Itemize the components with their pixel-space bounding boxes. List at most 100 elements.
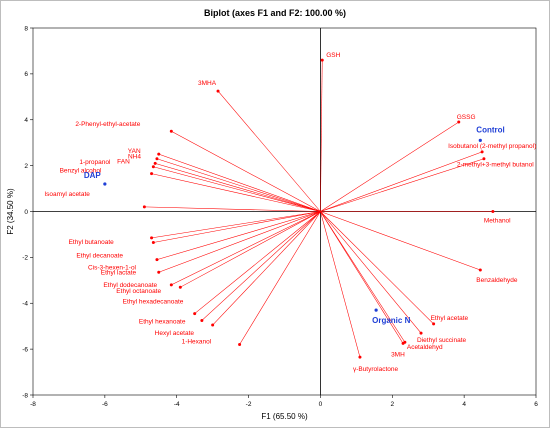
vector-hexyl-acetate <box>212 211 321 326</box>
vector-3mha <box>217 90 321 212</box>
x-tick-label: 2 <box>390 401 394 408</box>
point-1-propanol <box>151 165 155 169</box>
y-tick-label: 2 <box>24 163 28 170</box>
obs-point-organic-n <box>374 308 378 312</box>
vector-butyrolactone <box>320 211 361 358</box>
point-butyrolactone <box>358 355 362 359</box>
obs-label-dap: DAP <box>84 171 102 180</box>
x-tick-label: 4 <box>462 401 466 408</box>
point-hexyl-acetate <box>211 323 215 327</box>
point-ethyl-decanoate <box>151 240 155 244</box>
y-tick-label: -2 <box>22 255 28 262</box>
y-tick-label: 0 <box>24 209 28 216</box>
label-2-methyl-3-methyl-butanol: 2-methyl+3-methyl butanol <box>457 162 534 169</box>
y-tick-label: -8 <box>22 392 28 399</box>
x-tick-label: 0 <box>319 401 323 408</box>
y-axis-label: F2 (34.50 %) <box>6 188 15 235</box>
vector-ethyl-dodecanoate <box>171 211 321 286</box>
vector-ethyl-butanoate <box>151 211 321 239</box>
label-benzaldehyde: Benzaldehyde <box>476 277 518 284</box>
y-tick-label: 4 <box>24 117 28 124</box>
label-ethyl-octanoate: Ethyl octanoate <box>116 288 161 295</box>
obs-label-organic-n: Organic N <box>372 316 410 325</box>
y-tick-label: 8 <box>24 25 28 32</box>
vector-yan <box>158 153 321 212</box>
label-ethyl-decanoate: Ethyl decanoate <box>76 252 123 259</box>
vector-isoamyl-acetate <box>144 206 321 212</box>
label-ethyl-acetate: Ethyl acetate <box>431 315 469 322</box>
vector-fan <box>155 163 321 212</box>
vector-ethyl-hexadecanoate <box>194 211 321 314</box>
vector-ethyl-decanoate <box>153 211 321 243</box>
vector-benzyl-alcohol <box>151 173 321 212</box>
point-benzyl-alcohol <box>150 172 154 176</box>
y-tick-label: -6 <box>22 346 28 353</box>
label-methanol: Methanol <box>484 218 511 225</box>
vector-2-phenyl-ethyl-acetate <box>171 130 321 212</box>
vector-gsh <box>320 60 323 212</box>
point-ethyl-octanoate <box>178 285 182 289</box>
x-tick-label: -4 <box>174 401 180 408</box>
point-ethyl-lactate <box>157 270 161 274</box>
vector-cis-3-hexen-1-ol <box>156 211 321 260</box>
vector-isobutanol-2-methyl-propanol <box>320 151 483 212</box>
vector-ethyl-octanoate <box>180 211 321 288</box>
variable-vectors <box>142 58 495 359</box>
label-ethyl-lactate: Ethyl lactate <box>101 269 137 276</box>
vector-ethyl-lactate <box>158 211 321 273</box>
point-3mh <box>401 341 405 345</box>
label-cis-3-hexen-1-ol: Cis-3-hexen-1-ol <box>88 265 137 272</box>
vector-benzaldehyde <box>320 211 481 271</box>
x-tick-label: -8 <box>30 401 36 408</box>
label-hexyl-acetate: Hexyl acetate <box>155 330 195 337</box>
point-ethyl-hexadecanoate <box>193 312 197 316</box>
obs-label-control: Control <box>476 125 504 134</box>
point-cis-3-hexen-1-ol <box>155 258 159 262</box>
vector-1-propanol <box>153 166 321 212</box>
point-nh4 <box>155 157 159 161</box>
label-ethyl-dodecanoate: Ethyl dodecanoate <box>103 282 157 289</box>
point-ethyl-hexanoate <box>200 318 204 322</box>
label-ethyl-butanoate: Ethyl butanoate <box>69 239 115 246</box>
point-gsh <box>320 58 324 62</box>
point-ethyl-dodecanoate <box>169 283 173 287</box>
x-axis-label: F1 (65.50 %) <box>261 412 308 421</box>
vector-diethyl-succinate <box>320 211 422 334</box>
x-tick-label: 6 <box>534 401 538 408</box>
point-isobutanol-2-methyl-propanol <box>480 150 484 154</box>
point-fan <box>153 161 157 165</box>
label-3mha: 3MHA <box>198 80 217 87</box>
obs-point-control <box>478 138 482 142</box>
label-isoamyl-acetate: Isoamyl acetate <box>44 191 90 198</box>
y-tick-label: 6 <box>24 71 28 78</box>
vector-gssg <box>320 121 459 212</box>
vector-ethyl-hexanoate <box>201 211 321 321</box>
y-tick-label: -4 <box>22 301 28 308</box>
point-3mha <box>216 89 220 93</box>
x-tick-label: -2 <box>246 401 252 408</box>
axes-layer: -8 -6 -4 -2 0 2 4 6 -8 -6 -4 -2 0 2 4 6 8 F1 (65.50 %) F2 … <box>6 25 538 421</box>
point-ethyl-acetate <box>432 322 436 326</box>
vector-2-methyl-3-methyl-butanol <box>320 158 484 212</box>
label-3mh: 3MH <box>391 351 405 358</box>
point-yan <box>157 152 161 156</box>
label-diethyl-succinate: Diethyl succinate <box>417 337 467 344</box>
observations: DAP Control Organic N <box>84 125 505 325</box>
vector-ethyl-acetate <box>320 211 434 325</box>
vector-1-hexanol <box>239 211 321 345</box>
point-2-methyl-3-methyl-butanol <box>482 157 486 161</box>
vector-nh4 <box>156 158 321 212</box>
point-2-phenyl-ethyl-acetate <box>169 129 173 133</box>
point-gssg <box>457 120 461 124</box>
obs-point-dap <box>103 182 107 186</box>
label-butyrolactone: γ-Butyrolactone <box>353 366 399 373</box>
label-gssg: GSSG <box>457 114 476 121</box>
point-1-hexanol <box>238 343 242 347</box>
label-2-phenyl-ethyl-acetate: 2-Phenyl-ethyl-acetate <box>75 121 140 128</box>
label-nh4: NH4 <box>128 154 141 161</box>
point-methanol <box>491 210 495 213</box>
label-ethyl-hexadecanoate: Ethyl hexadecanoate <box>123 299 184 306</box>
